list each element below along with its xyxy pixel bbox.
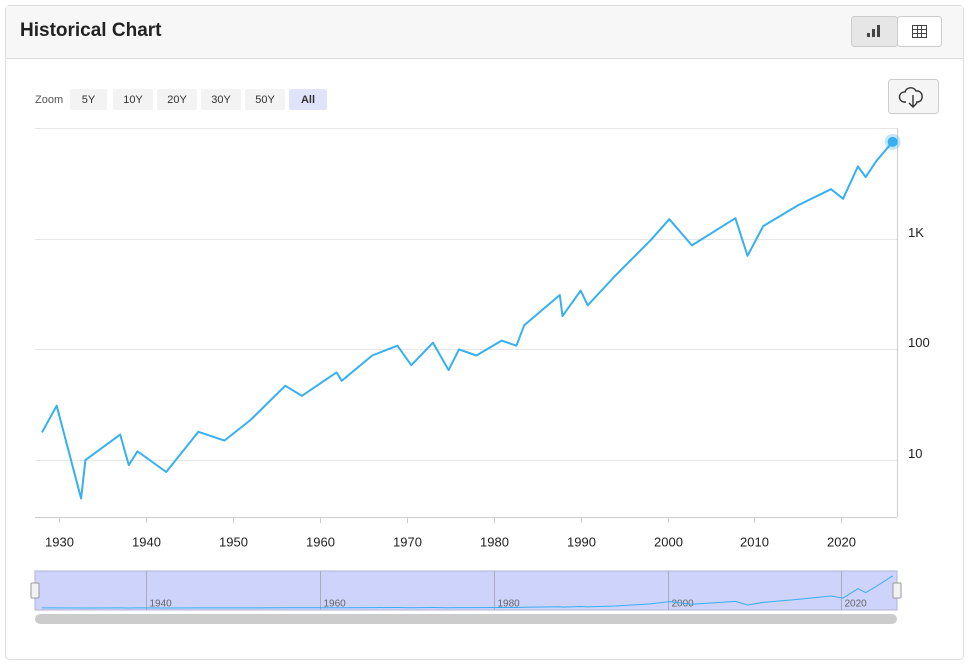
zoom-button-label[interactable]: 20Y xyxy=(167,94,187,106)
zoom-button[interactable]: 10Y xyxy=(113,89,153,110)
zoom-button-bg[interactable] xyxy=(245,89,285,110)
navigator-tick-label: 2000 xyxy=(672,599,695,610)
zoom-button[interactable]: 5Y xyxy=(70,89,107,110)
x-tick-label: 1970 xyxy=(393,534,422,549)
card xyxy=(5,5,964,660)
chart-view-button[interactable] xyxy=(851,16,898,47)
last-point-marker xyxy=(887,136,898,147)
x-tick-label: 1980 xyxy=(480,534,509,549)
zoom-button-label[interactable]: 10Y xyxy=(123,94,143,106)
zoom-button[interactable]: 20Y xyxy=(157,89,197,110)
zoom-button-bg[interactable] xyxy=(157,89,197,110)
zoom-button-label[interactable]: 30Y xyxy=(211,94,231,106)
navigator-tick-label: 1980 xyxy=(498,599,521,610)
card-header xyxy=(6,6,963,58)
navigator-scrollbar[interactable] xyxy=(35,614,897,624)
navigator-handle[interactable] xyxy=(892,582,902,599)
series-line xyxy=(41,141,894,500)
zoom-button[interactable]: 30Y xyxy=(201,89,241,110)
zoom-button-bg[interactable] xyxy=(201,89,241,110)
navigator-tick-label: 1960 xyxy=(324,599,347,610)
zoom-button-label[interactable]: 5Y xyxy=(82,94,96,106)
x-tick-label: 2020 xyxy=(827,534,856,549)
y-tick-label: 1K xyxy=(908,225,924,240)
zoom-button-label[interactable]: 50Y xyxy=(255,94,275,106)
card-title: Historical Chart xyxy=(20,20,162,41)
zoom-button[interactable]: All xyxy=(289,89,327,110)
x-tick-label: 2010 xyxy=(740,534,769,549)
x-tick-label: 2000 xyxy=(654,534,683,549)
y-tick-label: 100 xyxy=(908,335,930,350)
navigator-handle[interactable] xyxy=(30,582,40,599)
x-tick-label: 1960 xyxy=(306,534,335,549)
download-button[interactable] xyxy=(888,79,939,114)
zoom-button-bg[interactable] xyxy=(70,89,107,110)
zoom-button-bg[interactable] xyxy=(113,89,153,110)
zoom-button-label[interactable]: All xyxy=(301,94,315,106)
x-tick-label: 1930 xyxy=(45,534,74,549)
zoom-label: Zoom xyxy=(35,94,63,106)
x-tick-label: 1990 xyxy=(567,534,596,549)
table-view-button[interactable] xyxy=(897,16,942,47)
zoom-button[interactable]: 50Y xyxy=(245,89,285,110)
y-tick-label: 10 xyxy=(908,446,922,461)
navigator-tick-label: 1940 xyxy=(150,599,173,610)
zoom-button-bg[interactable] xyxy=(289,89,327,110)
x-tick-label: 1950 xyxy=(219,534,248,549)
x-tick-label: 1940 xyxy=(132,534,161,549)
navigator-tick-label: 2020 xyxy=(845,599,868,610)
navigator-line xyxy=(42,575,893,609)
